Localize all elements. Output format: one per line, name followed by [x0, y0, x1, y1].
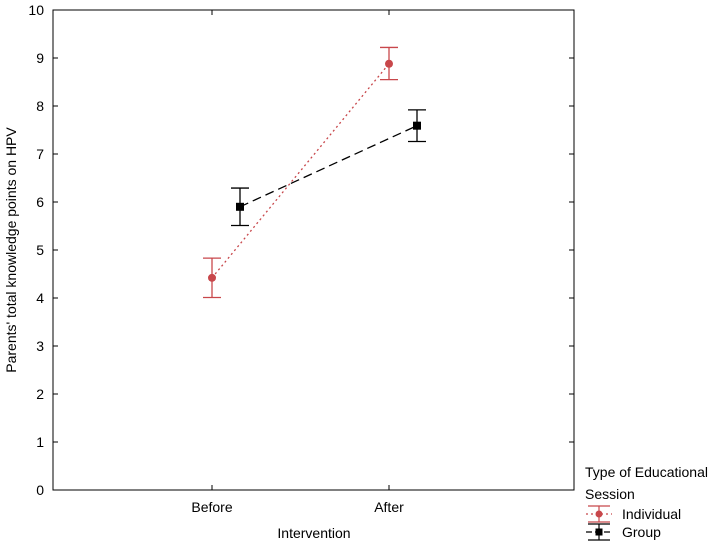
- y-tick-label: 3: [36, 338, 44, 354]
- data-point: [236, 202, 244, 211]
- legend-title-line1: Type of Educational: [585, 464, 708, 480]
- y-tick-label: 8: [36, 98, 44, 114]
- legend-key-marker: [595, 510, 603, 518]
- y-axis-title: Parents' total knowledge points on HPV: [3, 127, 19, 373]
- series-line-group: [239, 125, 418, 208]
- y-tick-label: 2: [36, 386, 44, 402]
- x-tick-label: After: [374, 499, 404, 515]
- y-tick-label: 5: [36, 242, 44, 258]
- legend-key-marker: [595, 528, 603, 536]
- series-line-individual: [211, 63, 390, 279]
- y-tick-label: 4: [36, 290, 44, 306]
- y-tick-label: 10: [28, 2, 44, 18]
- data-point: [208, 273, 216, 282]
- y-tick-label: 6: [36, 194, 44, 210]
- x-tick-label: Before: [191, 499, 232, 515]
- legend-keys: [586, 505, 612, 541]
- series-layer: [203, 46, 426, 299]
- x-axis: Before After: [191, 10, 404, 515]
- plot-frame: [52, 9, 575, 491]
- data-point: [413, 121, 421, 130]
- y-tick-label: 1: [36, 434, 44, 450]
- y-tick-label: 9: [36, 50, 44, 66]
- legend: Type of Educational Session Individual G…: [585, 464, 708, 541]
- legend-label-individual: Individual: [622, 506, 681, 522]
- legend-label-group: Group: [622, 524, 661, 540]
- y-axis: 0 1 2 3 4 5 6 7 8 9 10: [28, 2, 574, 498]
- legend-title-line2: Session: [585, 486, 635, 502]
- x-axis-title: Intervention: [277, 525, 350, 541]
- data-point: [385, 59, 393, 68]
- y-tick-label: 7: [36, 146, 44, 162]
- y-tick-label: 0: [36, 482, 44, 498]
